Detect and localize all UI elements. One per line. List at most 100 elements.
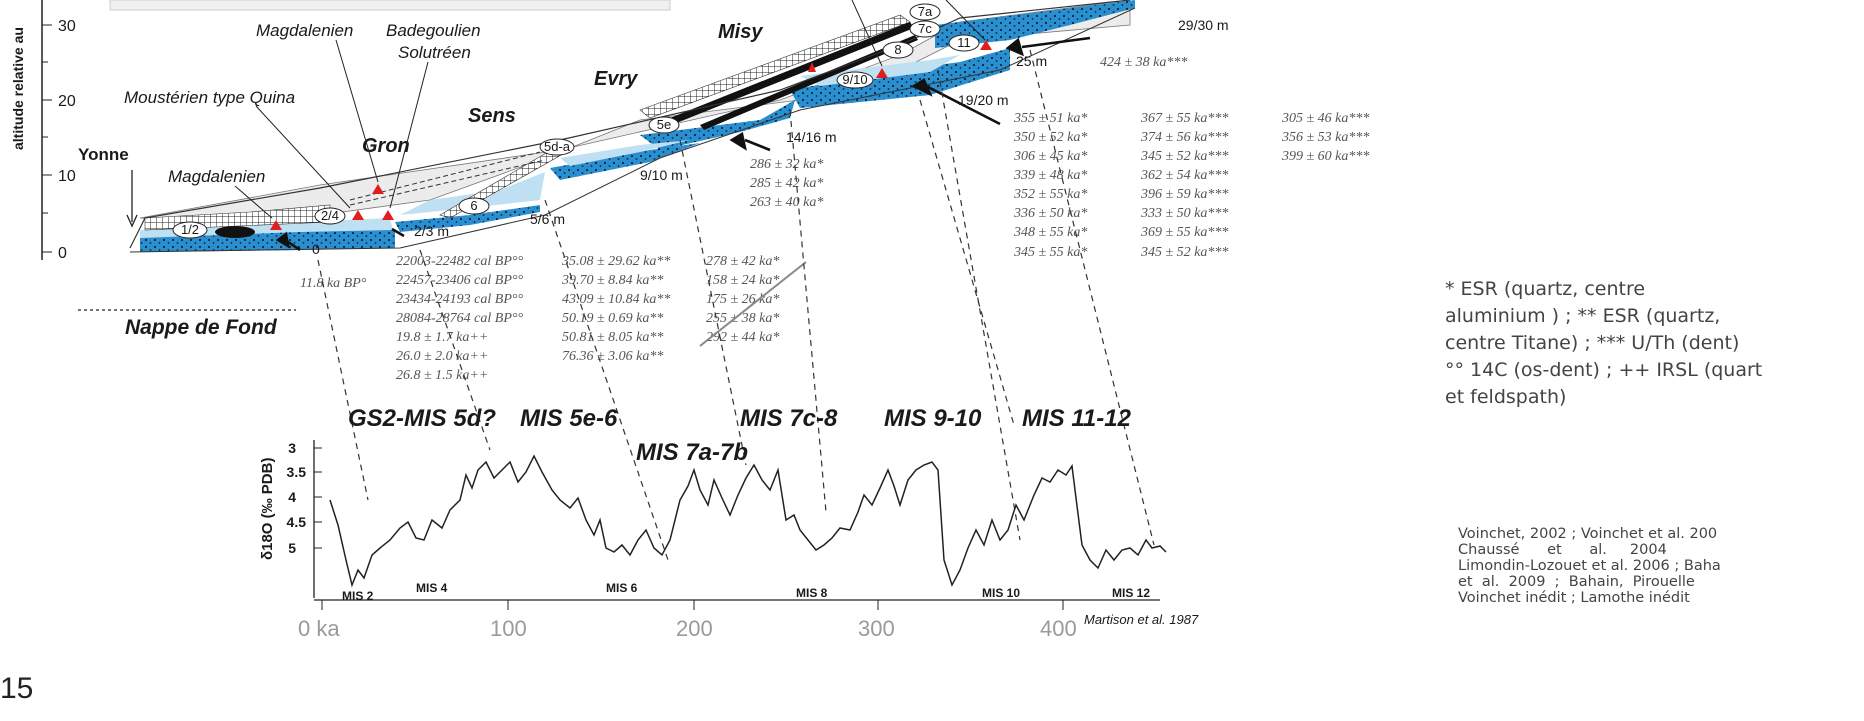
- isotope-source: Martison et al. 1987: [1084, 612, 1199, 627]
- legend-line: aluminium ) ; ** ESR (quartz,: [1445, 305, 1721, 327]
- mis-11-12: MIS 11-12: [1022, 405, 1132, 432]
- terrace-ids: 1/2 2/4 6 5d-a 5e 9/10 8 11 7a 7c: [172, 3, 980, 239]
- svg-text:396 ± 59 ka***: 396 ± 59 ka***: [1140, 187, 1228, 202]
- reference-line: et al. 2009 ; Bahain, Pirouelle: [1458, 574, 1695, 590]
- svg-text:22003-22482 cal BP°°: 22003-22482 cal BP°°: [396, 254, 523, 269]
- terrace-profile: [129, 0, 1136, 253]
- svg-text:19.8 ± 1.7 ka++: 19.8 ± 1.7 ka++: [396, 330, 488, 345]
- col-a: 355 ± 51 ka* 350 ± 52 ka* 306 ± 45 ka* 3…: [1013, 111, 1087, 260]
- col-c14: 22003-22482 cal BP°° 22457-23406 cal BP°…: [396, 254, 523, 383]
- svg-text:399 ± 60 ka***: 399 ± 60 ka***: [1281, 149, 1369, 164]
- svg-text:4: 4: [288, 489, 296, 505]
- label-badegoulien: Badegoulien: [386, 21, 481, 40]
- age-data: 424 ± 38 ka*** 11.8 ka BP° 22003-22482 c…: [300, 55, 1369, 383]
- svg-text:362 ± 54 ka***: 362 ± 54 ka***: [1140, 168, 1228, 183]
- svg-text:285 ± 42 ka*: 285 ± 42 ka*: [750, 176, 823, 191]
- page-number: 15: [0, 672, 34, 705]
- terrace-11: 11: [957, 35, 971, 50]
- label-mousterien: Moustérien type Quina: [124, 88, 295, 107]
- alt-5-6: 5/6 m: [530, 211, 565, 227]
- svg-text:333 ± 50 ka***: 333 ± 50 ka***: [1140, 206, 1228, 221]
- mis-7c-8: MIS 7c-8: [740, 405, 838, 432]
- mis-gs2: GS2-MIS 5d?: [348, 405, 496, 432]
- reference-line: Limondin-Lozouet et al. 2006 ; Baha: [1458, 558, 1721, 574]
- svg-text:355 ± 51 ka*: 355 ± 51 ka*: [1013, 111, 1087, 126]
- svg-text:5: 5: [288, 540, 296, 556]
- svg-text:MIS 2: MIS 2: [342, 589, 374, 603]
- svg-text:400: 400: [1040, 616, 1077, 641]
- site-misy: Misy: [718, 21, 763, 43]
- col-b: 367 ± 55 ka*** 374 ± 56 ka*** 345 ± 52 k…: [1140, 111, 1228, 260]
- legend-line: centre Titane) ; *** U/Th (dent): [1445, 332, 1740, 354]
- svg-text:255 ± 38 ka*: 255 ± 38 ka*: [706, 311, 779, 326]
- header-shadow: [109, 0, 671, 11]
- svg-text:35.08 ± 29.62 ka**: 35.08 ± 29.62 ka**: [561, 254, 670, 269]
- legend-line: et feldspath): [1445, 386, 1567, 408]
- col-esr-mid: 286 ± 32 ka* 285 ± 42 ka* 263 ± 40 ka*: [750, 157, 823, 210]
- svg-text:345 ± 55 ka*: 345 ± 55 ka*: [1013, 245, 1087, 260]
- svg-text:3: 3: [288, 440, 296, 456]
- nappe-de-fond: Nappe de Fond: [78, 309, 296, 339]
- terrace-8: 8: [894, 42, 901, 57]
- alt-zero: 0: [312, 241, 320, 257]
- svg-text:350 ± 52 ka*: 350 ± 52 ka*: [1013, 130, 1087, 145]
- terrace-6: 6: [470, 198, 477, 213]
- svg-text:336 ± 50 ka*: 336 ± 50 ka*: [1013, 206, 1087, 221]
- isotope-chart: 3 3.5 4 4.5 5 δ18O (‰ PDB) 0 ka 100 200 …: [259, 440, 1199, 641]
- svg-text:345 ± 52 ka***: 345 ± 52 ka***: [1140, 149, 1228, 164]
- arrows: [275, 36, 1091, 252]
- svg-text:MIS 6: MIS 6: [606, 581, 638, 595]
- terrace-7c: 7c: [918, 21, 932, 36]
- legend-line: °° 14C (os-dent) ; ++ IRSL (quart: [1445, 359, 1763, 381]
- col-esr-low: 278 ± 42 ka* 158 ± 24 ka* 175 ± 26 ka* 2…: [706, 254, 779, 345]
- svg-text:158 ± 24 ka*: 158 ± 24 ka*: [706, 273, 779, 288]
- altitude-axis: 30 20 10 0 altitude relative au: [10, 0, 76, 262]
- svg-text:345 ± 52 ka***: 345 ± 52 ka***: [1140, 245, 1228, 260]
- svg-text:300: 300: [858, 616, 895, 641]
- svg-text:MIS 12: MIS 12: [1112, 586, 1150, 600]
- legend-line: * ESR (quartz, centre: [1445, 278, 1646, 300]
- svg-text:292 ± 44 ka*: 292 ± 44 ka*: [706, 330, 779, 345]
- svg-text:348 ± 55 ka*: 348 ± 55 ka*: [1013, 225, 1087, 240]
- svg-text:50.81 ± 8.05 ka**: 50.81 ± 8.05 ka**: [562, 330, 663, 345]
- svg-text:26.0 ± 2.0 ka++: 26.0 ± 2.0 ka++: [396, 349, 488, 364]
- reference-line: Voinchet inédit ; Lamothe inédit: [1458, 590, 1690, 606]
- alt-29-30: 29/30 m: [1178, 17, 1229, 33]
- svg-text:339 ± 48 ka*: 339 ± 48 ka*: [1013, 168, 1087, 183]
- label-yonne: Yonne: [78, 145, 129, 164]
- terrace-2-4: 2/4: [321, 208, 339, 223]
- dating-legend: * ESR (quartz, centre aluminium ) ; ** E…: [1445, 276, 1864, 411]
- alt-19-20: 19/20 m: [958, 92, 1009, 108]
- svg-text:76.36 ± 3.06 ka**: 76.36 ± 3.06 ka**: [562, 349, 663, 364]
- svg-text:352 ± 55 ka*: 352 ± 55 ka*: [1013, 187, 1087, 202]
- label-magdalenien-top: Magdalenien: [256, 21, 353, 40]
- svg-text:278 ± 42 ka*: 278 ± 42 ka*: [706, 254, 779, 269]
- label-solutreen: Solutréen: [398, 43, 471, 62]
- correlation-lines: [317, 49, 1155, 561]
- mis-5e-6: MIS 5e-6: [520, 405, 618, 432]
- svg-text:305 ± 46 ka***: 305 ± 46 ka***: [1281, 111, 1369, 126]
- culture-labels: Magdalenien Badegoulien Solutréen Mousté…: [78, 21, 763, 228]
- age-top: 424 ± 38 ka***: [1100, 55, 1187, 70]
- y-tick-10: 10: [58, 168, 76, 185]
- age-gron: 11.8 ka BP°: [300, 276, 367, 291]
- y-tick-30: 30: [58, 18, 76, 35]
- alt-14-16: 14/16 m: [786, 129, 837, 145]
- y-tick-0: 0: [58, 245, 67, 262]
- svg-text:26.8 ± 1.5 ka++: 26.8 ± 1.5 ka++: [396, 368, 488, 383]
- terrace-7a: 7a: [918, 4, 933, 19]
- alt-2-3: 2/3 m: [414, 223, 449, 239]
- svg-text:3.5: 3.5: [287, 464, 307, 480]
- svg-text:175 ± 26 ka*: 175 ± 26 ka*: [706, 292, 779, 307]
- y-tick-20: 20: [58, 93, 76, 110]
- svg-text:356 ± 53 ka***: 356 ± 53 ka***: [1281, 130, 1369, 145]
- svg-text:MIS 8: MIS 8: [796, 586, 828, 600]
- site-sens: Sens: [468, 105, 516, 127]
- y-axis-label: altitude relative au: [10, 27, 26, 150]
- terrace-9-10: 9/10: [842, 72, 867, 87]
- svg-text:369 ± 55 ka***: 369 ± 55 ka***: [1140, 225, 1228, 240]
- svg-text:39.70 ± 8.84 ka**: 39.70 ± 8.84 ka**: [561, 273, 663, 288]
- svg-text:263 ± 40 ka*: 263 ± 40 ka*: [750, 195, 823, 210]
- svg-text:MIS 10: MIS 10: [982, 586, 1020, 600]
